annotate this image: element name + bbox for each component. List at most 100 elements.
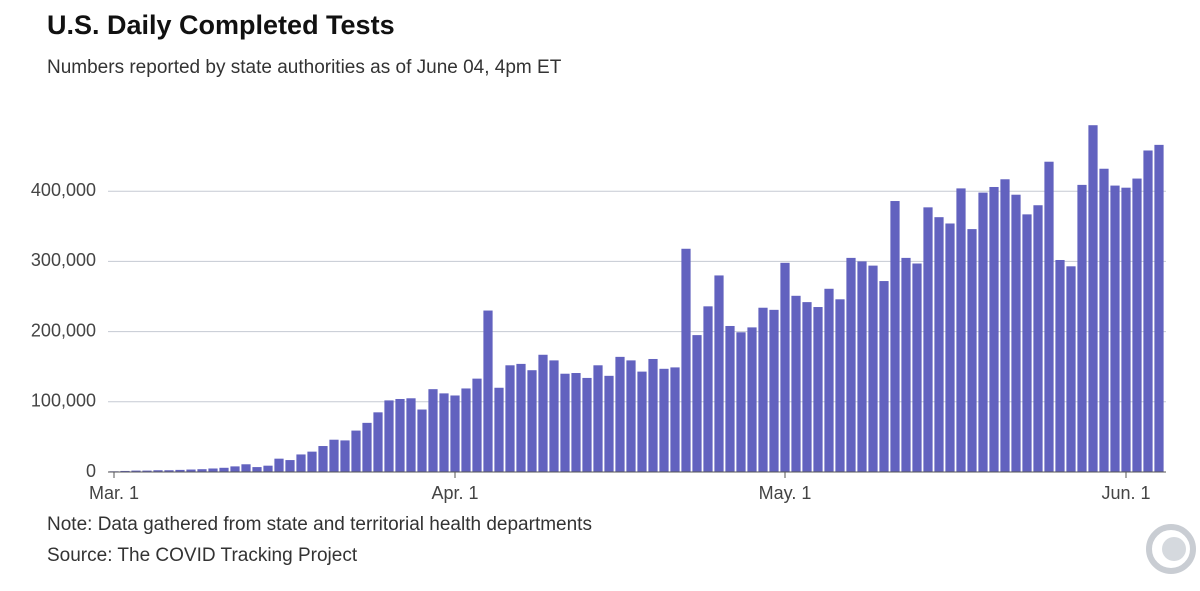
bar [285,460,295,472]
bar [472,378,482,472]
bar [1066,266,1076,472]
bar [384,400,394,472]
bar [923,207,933,472]
bar [1099,168,1109,472]
bar [725,325,735,472]
bar [1088,125,1098,472]
bar [131,470,141,472]
bar [362,422,372,472]
bar [769,309,779,472]
bar [142,470,152,472]
bar [582,377,592,472]
bar [351,430,361,472]
bar [1121,187,1131,472]
bar [263,465,273,472]
bar [373,412,383,472]
bar [681,248,691,472]
bar [340,440,350,472]
logo [1146,524,1196,574]
bar [439,393,449,472]
bar [186,469,196,472]
bar [1154,144,1164,473]
x-tick-label: May. 1 [759,483,812,503]
bar [483,310,493,472]
bar [945,223,955,472]
bar [978,192,988,472]
bar [318,446,328,472]
y-tick-label: 0 [86,461,96,481]
bar [615,356,625,472]
x-tick-label: Apr. 1 [431,483,478,503]
bar [736,332,746,472]
bar [406,398,416,472]
bar [1011,194,1021,472]
bar [989,186,999,472]
y-tick-label: 400,000 [31,180,96,200]
bar [1033,205,1043,473]
bar [164,470,174,472]
bar [967,229,977,472]
bar [824,288,834,472]
bar [329,439,339,472]
bar [274,458,284,472]
bar [461,388,471,472]
bar [395,398,405,472]
bar [1022,214,1032,472]
bar [1000,179,1010,473]
bar [1055,259,1065,472]
bar [626,360,636,472]
bar [813,307,823,472]
bar [1132,178,1142,472]
bar [230,466,240,472]
bar [604,375,614,472]
chart-subtitle: Numbers reported by state authorities as… [47,57,562,78]
bar [549,360,559,472]
bar [208,468,218,472]
bar [692,335,702,472]
bar [835,299,845,472]
bar [175,469,185,472]
bar [868,265,878,472]
bar [307,451,317,472]
bar [252,467,262,472]
x-tick-label: Mar. 1 [89,483,139,503]
bar [428,389,438,472]
bar [901,257,911,472]
bar [802,302,812,472]
bar [703,306,713,472]
bar [505,365,515,472]
bar [934,217,944,472]
chart-title: U.S. Daily Completed Tests [47,10,395,40]
x-tick-label: Jun. 1 [1101,483,1150,503]
bar [1044,161,1054,472]
bar [956,188,966,472]
bar [659,368,669,472]
bar [747,327,757,472]
y-tick-label: 200,000 [31,320,96,340]
bar [494,387,504,472]
bar [791,295,801,472]
bar [879,281,889,472]
bar [527,370,537,472]
bar [1077,184,1087,472]
bar [219,467,229,472]
bar [857,261,867,472]
y-tick-label: 100,000 [31,391,96,411]
bar [912,263,922,472]
bar [890,201,900,472]
bar [714,275,724,472]
bar [241,464,251,472]
bar [153,470,163,472]
bar [560,373,570,472]
bar [593,365,603,472]
bar [296,454,306,472]
bar [846,257,856,472]
bar [197,469,207,472]
bar [1143,150,1153,472]
bar [571,373,581,472]
bar [450,395,460,472]
bar [670,367,680,472]
bar [1110,185,1120,473]
bar [637,371,647,472]
